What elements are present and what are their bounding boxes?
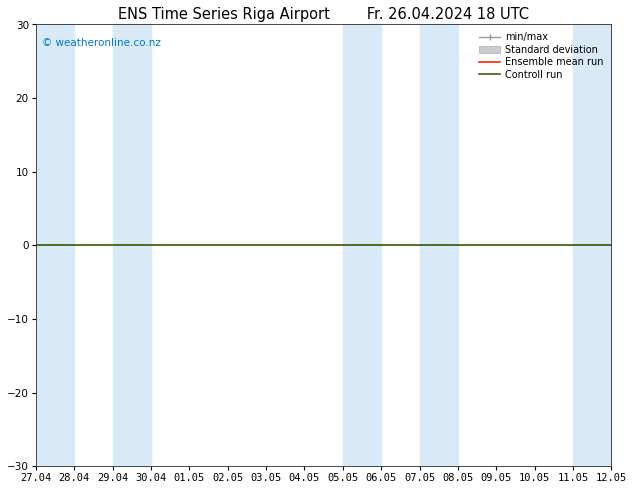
Bar [36, 24, 74, 466]
Bar [112, 24, 151, 466]
Bar [343, 24, 381, 466]
Text: © weatheronline.co.nz: © weatheronline.co.nz [41, 38, 160, 48]
Title: ENS Time Series Riga Airport        Fr. 26.04.2024 18 UTC: ENS Time Series Riga Airport Fr. 26.04.2… [118, 7, 529, 22]
Bar [573, 24, 611, 466]
Legend: min/max, Standard deviation, Ensemble mean run, Controll run: min/max, Standard deviation, Ensemble me… [475, 28, 607, 83]
Bar [420, 24, 458, 466]
